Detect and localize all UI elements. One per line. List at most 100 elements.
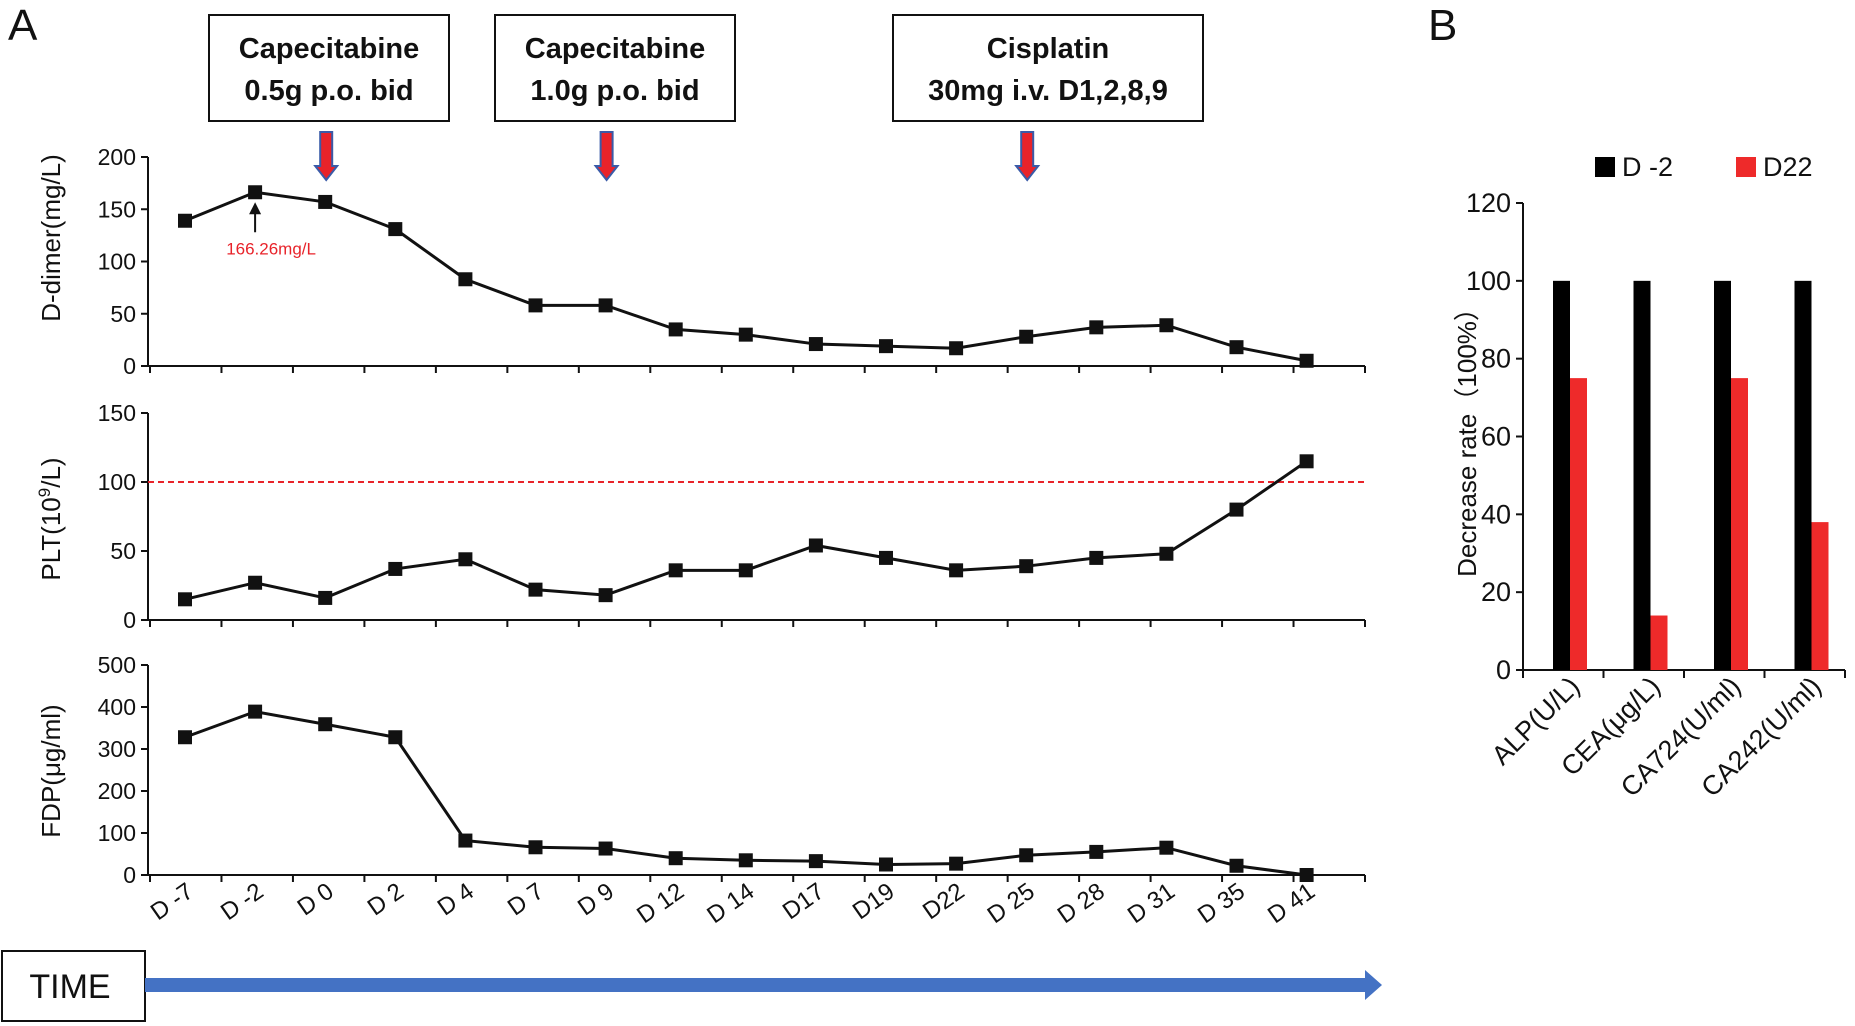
bar-ytick-label: 0 [1496, 655, 1511, 685]
time-label: D 35 [1193, 878, 1250, 929]
time-axis-labels: D -7 D -2 D 0 D 2 D 4 D 7 D 9 D 12 D 14 D17 D19 D22… [146, 878, 1320, 929]
fdp-point [949, 856, 964, 871]
fdp-point [738, 853, 753, 868]
d-dimer-point [1159, 318, 1174, 333]
fdp-ytick-label: 0 [123, 862, 136, 888]
fdp-ytick-label: 400 [98, 694, 136, 720]
d-dimer-point [949, 341, 964, 356]
plt-chart: 0 50 100 150 [98, 400, 1366, 633]
time-label: D 41 [1263, 878, 1320, 929]
time-label: D 12 [632, 878, 689, 929]
fdp-point [248, 704, 263, 719]
time-label: D 7 [503, 878, 549, 922]
time-label: D 14 [702, 878, 759, 929]
bar-ytick-label: 60 [1481, 422, 1511, 452]
plt-point [1229, 502, 1244, 517]
timeline-label: TIME [29, 968, 110, 1006]
time-label: D19 [848, 878, 900, 925]
plt-point [1019, 559, 1034, 574]
plt-ytick-label: 0 [123, 607, 136, 633]
fdp-point [668, 851, 683, 866]
plt-point [178, 592, 192, 607]
fdp-point [318, 717, 333, 732]
plt-point [1089, 550, 1104, 565]
d-dimer-ytick-label: 50 [110, 301, 136, 327]
fdp-point [388, 730, 403, 745]
time-label: D 25 [983, 878, 1040, 929]
fdp-ytick-label: 100 [98, 820, 136, 846]
d-dimer-point [388, 222, 403, 237]
plt-point [1299, 454, 1314, 469]
fdp-ytick-label: 300 [98, 736, 136, 762]
plt-point [668, 563, 683, 578]
bar-d22 [1731, 378, 1748, 670]
d-dimer-point [248, 185, 263, 200]
time-label: D17 [778, 878, 830, 925]
treatment-1-line1: Capecitabine [239, 33, 420, 65]
treatment-arrow-3 [1014, 131, 1041, 182]
d-dimer-point [1229, 340, 1244, 355]
d-dimer-ytick-label: 150 [98, 196, 136, 222]
treatment-box-2: Capecitabine 1.0g p.o. bid [494, 14, 736, 122]
bar-d-minus2 [1633, 280, 1651, 670]
plt-point [318, 590, 333, 605]
treatment-3-line2: 30mg i.v. D1,2,8,9 [928, 75, 1168, 107]
treatment-3-line1: Cisplatin [987, 33, 1109, 65]
time-label: D 31 [1123, 878, 1180, 929]
plt-ytick-label: 150 [98, 400, 136, 426]
fdp-series-line [184, 710, 1307, 877]
d-dimer-point [528, 298, 543, 313]
time-label: D -2 [216, 878, 269, 926]
decrease-rate-bar-chart: 020406080100120ALP(U/L)CEA(μg/L)CA724(U/… [1466, 188, 1846, 803]
plt-point [949, 563, 964, 578]
bar-d-minus2 [1553, 280, 1570, 670]
d-dimer-point [598, 298, 613, 313]
plt-point [808, 538, 823, 553]
treatment-arrow-1 [313, 131, 340, 182]
bar-d22 [1650, 615, 1668, 670]
treatment-2-line2: 1.0g p.o. bid [530, 75, 699, 107]
bar-d22 [1570, 378, 1587, 670]
d-dimer-ylabel: D-dimer(mg/L) [36, 154, 66, 322]
fdp-ytick-label: 200 [98, 778, 136, 804]
treatment-2-line1: Capecitabine [525, 33, 706, 65]
plt-point [528, 582, 543, 597]
time-label: D 4 [433, 878, 479, 922]
fdp-ylabel: FDP(μg/ml) [36, 704, 66, 837]
time-label: D 28 [1053, 878, 1110, 929]
treatment-box-1: Capecitabine 0.5g p.o. bid [208, 14, 450, 122]
d-dimer-point [458, 272, 473, 287]
d-dimer-ytick-label: 100 [98, 249, 136, 275]
time-label: D22 [918, 878, 970, 925]
panel-b-label: B [1428, 1, 1457, 50]
plt-ytick-label: 100 [98, 469, 136, 495]
plt-point [879, 550, 893, 565]
legend-label-d22: D22 [1763, 152, 1813, 182]
fdp-point [178, 730, 192, 745]
treatment-1-line2: 0.5g p.o. bid [244, 75, 413, 107]
time-label: D 0 [293, 878, 339, 922]
fdp-point [1159, 840, 1174, 855]
fdp-point [808, 854, 823, 869]
d-dimer-point [668, 322, 683, 337]
legend-swatch-d22 [1736, 157, 1756, 177]
plt-point [1159, 546, 1174, 561]
plt-ylabel: PLT(109/L) [35, 457, 66, 580]
bar-ytick-label: 100 [1466, 266, 1511, 296]
panel-a-label: A [8, 1, 38, 50]
treatment-box-3: Cisplatin 30mg i.v. D1,2,8,9 [892, 14, 1204, 122]
d-dimer-point [738, 327, 753, 342]
plt-point [738, 563, 753, 578]
bar-legend: D -2 D22 [1595, 152, 1813, 182]
peak-annotation: 166.26mg/L [226, 202, 316, 258]
d-dimer-point [1089, 320, 1104, 335]
fdp-point [1229, 858, 1244, 873]
fdp-point [528, 840, 543, 855]
plt-ytick-label: 50 [110, 538, 136, 564]
time-label: D 2 [363, 878, 409, 922]
plt-point [598, 588, 613, 603]
fdp-point [879, 857, 893, 872]
bar-d22 [1811, 522, 1829, 670]
plt-point [388, 561, 403, 576]
